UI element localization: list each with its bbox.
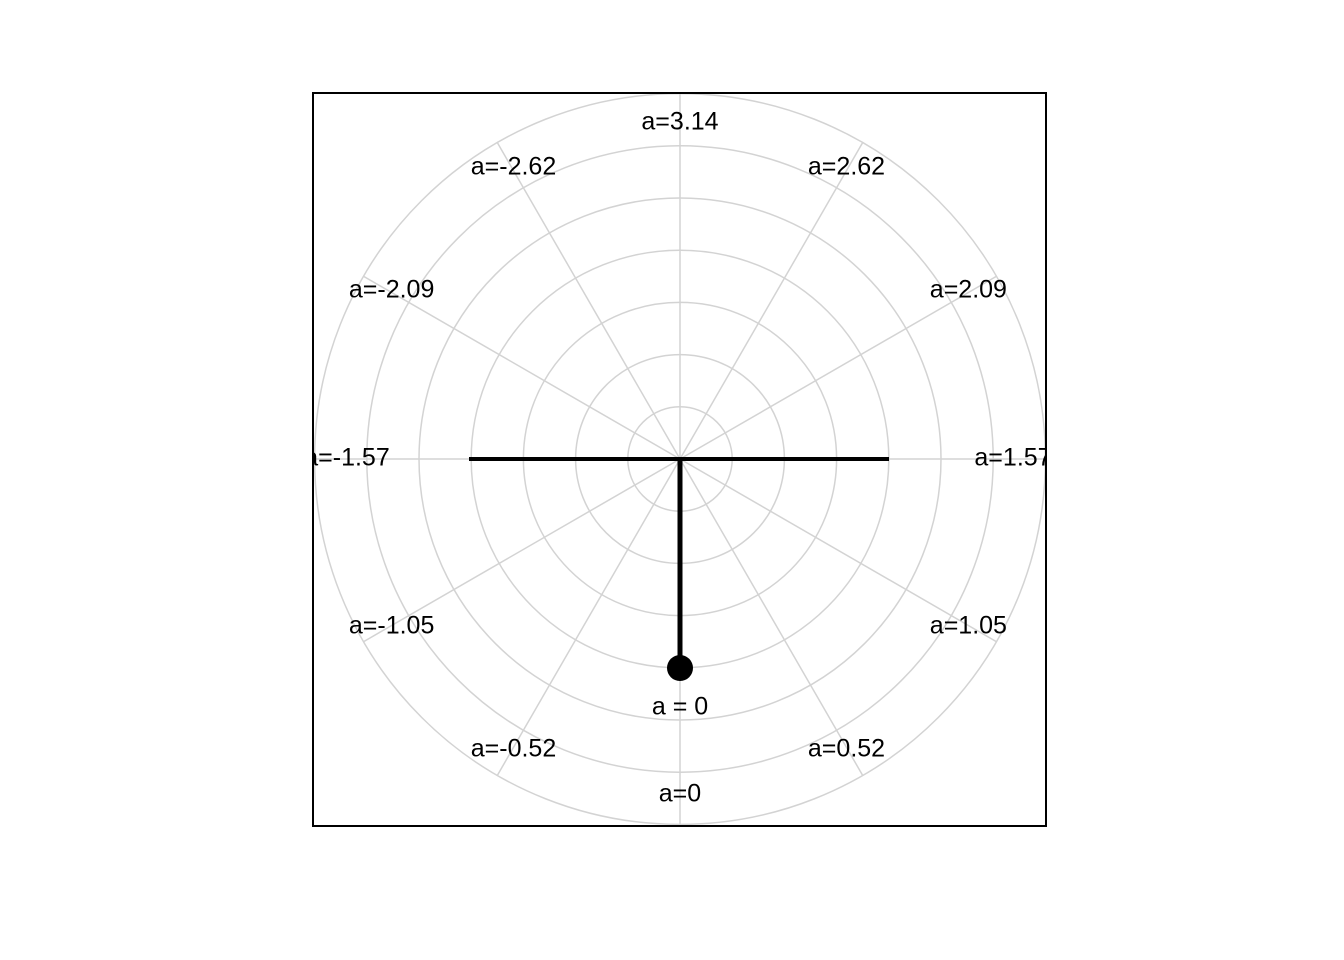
- frame: [312, 92, 1047, 827]
- angle-label: a=-0.52: [471, 735, 557, 763]
- angle-label: a=-2.62: [471, 153, 557, 181]
- grid-spoke: [362, 458, 681, 643]
- angle-label: a=1.05: [930, 612, 1007, 640]
- angle-label: a=2.09: [930, 276, 1007, 304]
- angle-label: a=-1.57: [304, 444, 390, 472]
- bob-label: a = 0: [652, 693, 708, 721]
- angle-label: a=2.62: [808, 153, 885, 181]
- grid-spoke: [679, 458, 998, 643]
- grid-spoke: [496, 141, 681, 460]
- angle-labels: a=0 a=0.52 a=1.05 a=1.57 a=2.09 a=2.62 a=3.14 a…: [304, 108, 1051, 808]
- angle-label: a=3.14: [641, 108, 718, 136]
- grid-spoke: [679, 141, 864, 460]
- angle-label: a=-1.05: [349, 612, 435, 640]
- grid-spoke: [362, 275, 681, 460]
- angle-label: a=1.57: [974, 444, 1051, 472]
- grid-spoke: [496, 458, 681, 777]
- grid-spoke: [679, 458, 864, 777]
- pendulum-bob: [667, 655, 693, 681]
- angle-label: a=0: [659, 780, 701, 808]
- angle-label: a=-2.09: [349, 276, 435, 304]
- grid-spoke: [679, 275, 998, 460]
- angle-label: a=0.52: [808, 735, 885, 763]
